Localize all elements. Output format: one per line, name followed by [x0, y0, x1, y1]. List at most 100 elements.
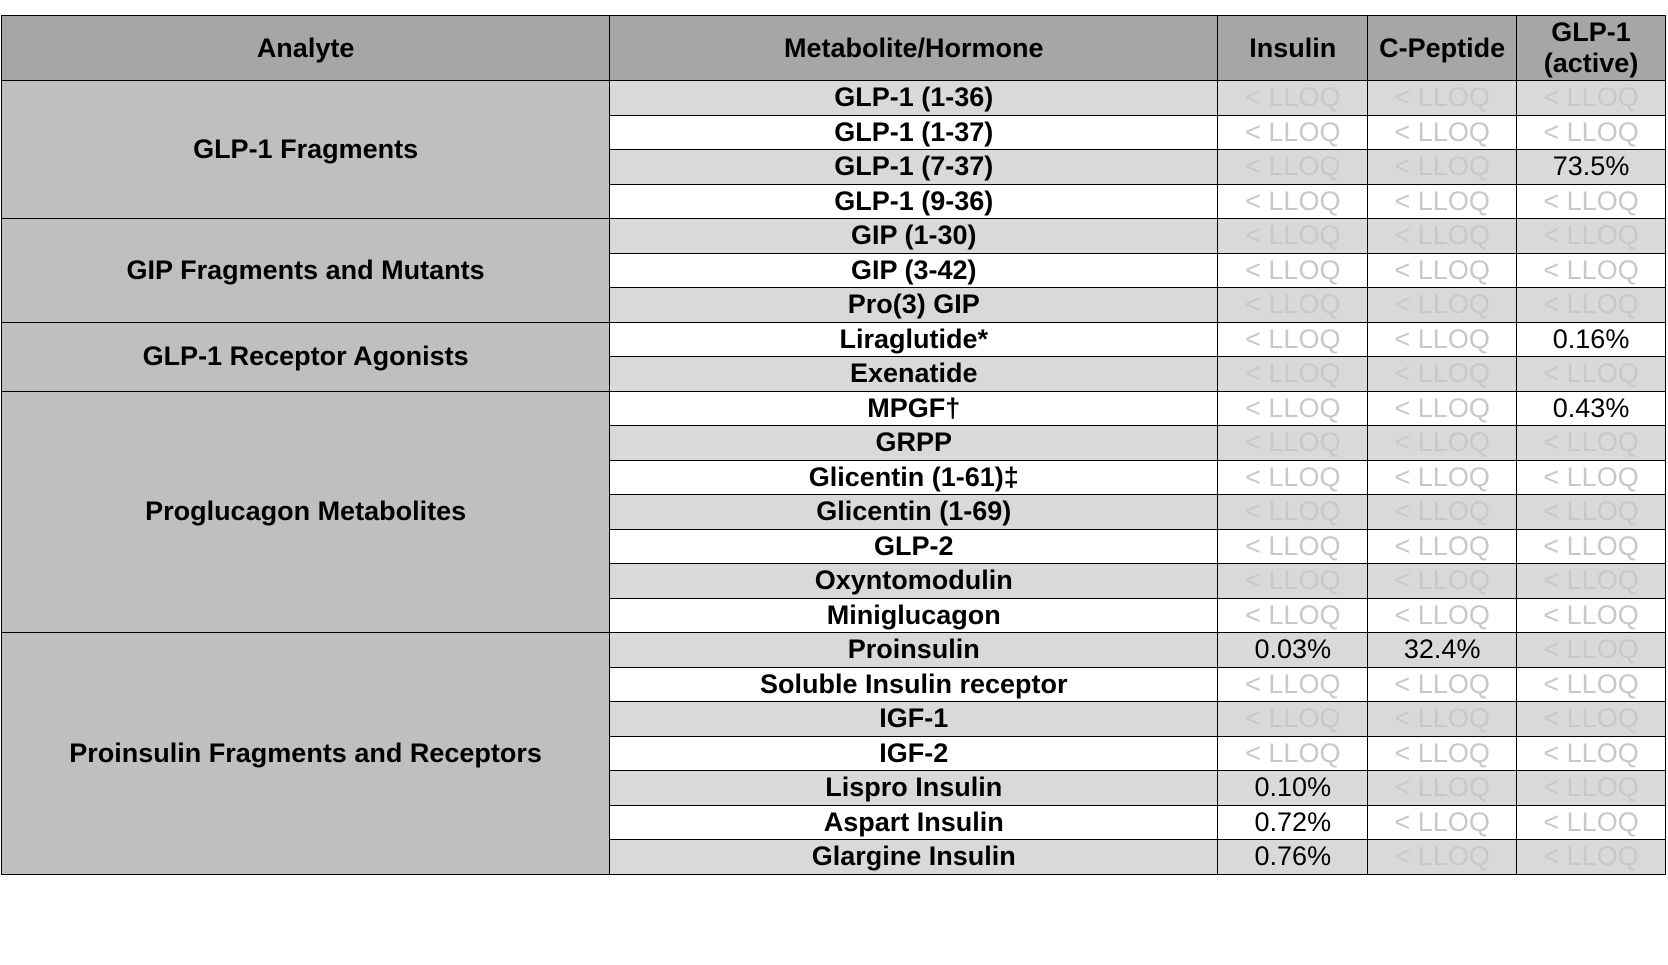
table-row: Soluble Insulin receptor < LLOQ < LLOQ < LL… [2, 666, 1666, 702]
cpeptide-value-cell: < LLOQ [1367, 459, 1518, 495]
insulin-value-cell: < LLOQ [1217, 252, 1369, 288]
table-row: GLP-1 (9-36) < LLOQ < LLOQ < LLOQ [2, 183, 1666, 219]
cpeptide-value-cell: < LLOQ [1367, 425, 1518, 461]
analyte-group-cell: GLP-1 Fragments [0, 80, 611, 219]
table-row: GRPP < LLOQ < LLOQ < LLOQ [2, 425, 1666, 461]
glp1-value-cell: < LLOQ [1516, 425, 1666, 461]
insulin-value-cell: < LLOQ [1217, 528, 1369, 564]
insulin-value-cell: < LLOQ [1217, 666, 1369, 702]
glp1-value-cell: < LLOQ [1516, 494, 1666, 530]
insulin-value-cell: 0.03% [1217, 632, 1369, 668]
cpeptide-value-cell: < LLOQ [1367, 563, 1518, 599]
table-row: GLP-1 (1-37) < LLOQ < LLOQ < LLOQ [2, 114, 1666, 150]
cpeptide-value-cell: < LLOQ [1367, 356, 1518, 392]
metabolite-cell: Pro(3) GIP [609, 287, 1219, 323]
insulin-value-cell: 0.76% [1217, 839, 1369, 875]
glp1-value-cell: < LLOQ [1516, 528, 1666, 564]
table-row: Exenatide < LLOQ < LLOQ < LLOQ [2, 356, 1666, 392]
metabolite-cell: Liraglutide* [609, 321, 1219, 357]
table-row: Proglucagon Metabolites MPGF† < LLOQ < LLOQ… [0, 390, 1666, 633]
glp1-value-cell: < LLOQ [1516, 252, 1666, 288]
insulin-value-cell: < LLOQ [1217, 597, 1369, 633]
insulin-value-cell: < LLOQ [1217, 149, 1369, 185]
table-row: GLP-2 < LLOQ < LLOQ < LLOQ [2, 528, 1666, 564]
glp1-value-cell: 0.16% [1516, 321, 1666, 357]
glp1-value-cell: < LLOQ [1516, 804, 1666, 840]
cpeptide-value-cell: < LLOQ [1367, 252, 1518, 288]
cpeptide-value-cell: < LLOQ [1367, 321, 1518, 357]
table-row: Lispro Insulin 0.10% < LLOQ < LLOQ [2, 770, 1666, 806]
glp1-value-cell: < LLOQ [1516, 839, 1666, 875]
glp1-value-cell: < LLOQ [1516, 80, 1666, 116]
insulin-value-cell: < LLOQ [1217, 218, 1369, 254]
metabolite-cell: Miniglucagon [609, 597, 1219, 633]
header-glp1-line1: GLP-1 [1551, 17, 1631, 47]
table-row: Miniglucagon < LLOQ < LLOQ < LLOQ [2, 597, 1666, 633]
header-cpeptide: C-Peptide [1367, 15, 1518, 81]
insulin-value-cell: < LLOQ [1217, 701, 1369, 737]
table-row: IGF-1 < LLOQ < LLOQ < LLOQ [2, 701, 1666, 737]
insulin-value-cell: < LLOQ [1217, 563, 1369, 599]
cpeptide-value-cell: < LLOQ [1367, 114, 1518, 150]
metabolite-cell: Exenatide [609, 356, 1219, 392]
cpeptide-value-cell: < LLOQ [1367, 218, 1518, 254]
insulin-value-cell: < LLOQ [1217, 183, 1369, 219]
header-glp1-line2: (active) [1543, 48, 1639, 78]
insulin-value-cell: < LLOQ [1217, 356, 1369, 392]
cpeptide-value-cell: < LLOQ [1367, 390, 1518, 426]
metabolite-cell: GLP-1 (9-36) [609, 183, 1219, 219]
analyte-group-cell: Proglucagon Metabolites [0, 390, 611, 633]
header-glp1-active: GLP-1 (active) [1516, 15, 1666, 81]
table-row: IGF-2 < LLOQ < LLOQ < LLOQ [2, 735, 1666, 771]
glp1-value-cell: < LLOQ [1516, 597, 1666, 633]
table-row: Oxyntomodulin < LLOQ < LLOQ < LLOQ [2, 563, 1666, 599]
cpeptide-value-cell: < LLOQ [1367, 666, 1518, 702]
metabolite-cell: GLP-1 (1-37) [609, 114, 1219, 150]
insulin-value-cell: < LLOQ [1217, 390, 1369, 426]
cpeptide-value-cell: < LLOQ [1367, 770, 1518, 806]
header-metabolite: Metabolite/Hormone [609, 15, 1219, 81]
metabolite-cell: Oxyntomodulin [609, 563, 1219, 599]
analyte-group-cell: GIP Fragments and Mutants [0, 218, 611, 323]
metabolite-cell: Soluble Insulin receptor [609, 666, 1219, 702]
cpeptide-value-cell: < LLOQ [1367, 701, 1518, 737]
insulin-value-cell: 0.10% [1217, 770, 1369, 806]
cpeptide-value-cell: < LLOQ [1367, 735, 1518, 771]
table-row: Aspart Insulin 0.72% < LLOQ < LLOQ [2, 804, 1666, 840]
glp1-value-cell: < LLOQ [1516, 356, 1666, 392]
cpeptide-value-cell: < LLOQ [1367, 80, 1518, 116]
cpeptide-value-cell: < LLOQ [1367, 494, 1518, 530]
insulin-value-cell: < LLOQ [1217, 459, 1369, 495]
metabolite-cell: GLP-1 (7-37) [609, 149, 1219, 185]
insulin-value-cell: < LLOQ [1217, 321, 1369, 357]
table-row: GLP-1 (7-37) < LLOQ < LLOQ 73.5% [2, 149, 1666, 185]
insulin-value-cell: < LLOQ [1217, 114, 1369, 150]
metabolite-cell: IGF-2 [609, 735, 1219, 771]
cpeptide-value-cell: < LLOQ [1367, 804, 1518, 840]
metabolite-cell: GIP (3-42) [609, 252, 1219, 288]
analyte-group-cell: Proinsulin Fragments and Receptors [0, 632, 611, 875]
analyte-group-cell: GLP-1 Receptor Agonists [0, 321, 611, 392]
metabolite-cell: Glargine Insulin [609, 839, 1219, 875]
cpeptide-value-cell: < LLOQ [1367, 839, 1518, 875]
metabolite-cell: GIP (1-30) [609, 218, 1219, 254]
metabolite-cell: Proinsulin [609, 632, 1219, 668]
metabolite-cell: Aspart Insulin [609, 804, 1219, 840]
glp1-value-cell: < LLOQ [1516, 287, 1666, 323]
insulin-value-cell: 0.72% [1217, 804, 1369, 840]
glp1-value-cell: < LLOQ [1516, 701, 1666, 737]
metabolite-cell: GLP-2 [609, 528, 1219, 564]
metabolite-cell: Lispro Insulin [609, 770, 1219, 806]
metabolite-cell: Glicentin (1-69) [609, 494, 1219, 530]
insulin-value-cell: < LLOQ [1217, 425, 1369, 461]
metabolite-cell: GRPP [609, 425, 1219, 461]
glp1-value-cell: < LLOQ [1516, 459, 1666, 495]
glp1-value-cell: < LLOQ [1516, 770, 1666, 806]
insulin-value-cell: < LLOQ [1217, 287, 1369, 323]
glp1-value-cell: < LLOQ [1516, 218, 1666, 254]
metabolite-cell: MPGF† [609, 390, 1219, 426]
glp1-value-cell: < LLOQ [1516, 735, 1666, 771]
metabolite-cell: IGF-1 [609, 701, 1219, 737]
cpeptide-value-cell: < LLOQ [1367, 597, 1518, 633]
table-row: Glicentin (1-61)‡ < LLOQ < LLOQ < LLOQ [2, 459, 1666, 495]
